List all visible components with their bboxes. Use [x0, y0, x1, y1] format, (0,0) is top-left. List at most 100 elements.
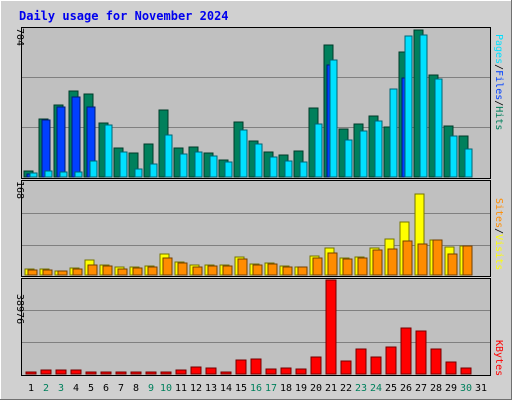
pages-bar — [434, 78, 443, 178]
sites-bar — [177, 262, 188, 276]
kbytes-bar — [220, 371, 232, 375]
pages-bar — [134, 168, 143, 178]
legend-files: Files — [493, 70, 504, 100]
pages-bar — [74, 171, 83, 178]
sites-bar — [57, 270, 68, 276]
x-tick-label: 9 — [148, 383, 154, 394]
legend-visits-sites: Sites/Visits — [493, 198, 504, 270]
x-tick-label: 27 — [415, 383, 427, 394]
hits-bar — [143, 143, 154, 178]
kbytes-bar — [310, 356, 322, 375]
sites-bar — [432, 239, 443, 276]
pages-bar — [329, 59, 338, 178]
kbytes-bar — [115, 371, 127, 375]
x-tick-label: 28 — [430, 383, 442, 394]
kbytes-bar — [235, 359, 247, 375]
x-tick-label: 23 — [355, 383, 367, 394]
legend-hits-files-pages: Pages/Files/Hits — [493, 34, 504, 130]
sites-bar — [207, 265, 218, 276]
x-tick-label: 18 — [280, 383, 292, 394]
pages-bar — [419, 34, 428, 178]
legend-sites: Sites — [493, 198, 504, 228]
x-tick-label: 17 — [265, 383, 277, 394]
kbytes-bar — [40, 369, 52, 375]
pages-bar — [374, 120, 383, 178]
pages-bar — [299, 161, 308, 178]
pages-bar — [239, 129, 248, 178]
x-tick-label: 4 — [73, 383, 79, 394]
kbytes-bar — [445, 361, 457, 375]
files-bar — [41, 119, 51, 178]
hits-bar — [128, 152, 139, 178]
legend-pages: Pages — [493, 34, 504, 64]
sites-bar — [417, 243, 428, 276]
x-tick-label: 1 — [28, 383, 34, 394]
kbytes-bar — [25, 371, 37, 375]
kbytes-bar — [160, 371, 172, 375]
pages-bar — [314, 123, 323, 178]
sites-bar — [327, 252, 338, 276]
sites-bar — [342, 258, 353, 276]
pages-bar — [344, 139, 353, 178]
legend-sep: / — [493, 228, 504, 234]
sites-bar — [462, 245, 473, 276]
pages-bar — [194, 151, 203, 178]
kbytes-bar — [340, 360, 352, 375]
x-tick-label: 21 — [325, 383, 337, 394]
x-tick-label: 29 — [445, 383, 457, 394]
kbytes-bar — [70, 369, 82, 375]
pages-bar — [404, 35, 413, 178]
x-tick-label: 25 — [385, 383, 397, 394]
sites-bar — [117, 268, 128, 276]
pages-bar — [29, 172, 38, 178]
sites-bar — [42, 269, 53, 276]
sites-bar — [237, 258, 248, 276]
kbytes-bar — [85, 371, 97, 375]
sites-bar — [357, 257, 368, 276]
chart-title: Daily usage for November 2024 — [19, 9, 229, 23]
pages-bar — [44, 170, 53, 178]
x-tick-label: 3 — [58, 383, 64, 394]
legend-sep: / — [493, 100, 504, 106]
bars-layer — [23, 29, 473, 375]
kbytes-bar — [55, 369, 67, 375]
x-tick-label: 11 — [175, 383, 187, 394]
sites-bar — [132, 267, 143, 276]
legend-visits: Visits — [493, 234, 504, 270]
x-tick-label: 10 — [160, 383, 172, 394]
x-tick-label: 7 — [118, 383, 124, 394]
kbytes-bar — [430, 348, 442, 375]
pages-bar — [89, 160, 98, 178]
kbytes-bar — [370, 356, 382, 375]
sites-bar — [252, 264, 263, 276]
pages-bar — [464, 148, 473, 178]
sites-bar — [162, 257, 173, 276]
pages-bar — [209, 155, 218, 178]
x-tick-label: 14 — [220, 383, 232, 394]
sites-bar — [222, 265, 233, 276]
x-tick-label: 16 — [250, 383, 262, 394]
ymax-label-kbytes-panel: 38976 — [14, 294, 25, 324]
kbytes-bar — [280, 367, 292, 375]
kbytes-bar — [190, 366, 202, 375]
pages-bar — [449, 135, 458, 178]
x-tick-label: 20 — [310, 383, 322, 394]
kbytes-bar — [415, 330, 427, 375]
x-tick-label: 22 — [340, 383, 352, 394]
x-axis-labels: 1 2 3 4 5 6 7 8 9 10 11 12 13 14 15 16 17 18 19 20 21 22 23 24 2… — [28, 383, 487, 394]
kbytes-bar — [265, 368, 277, 375]
legend-kbytes: KBytes — [493, 340, 504, 376]
sites-bar — [192, 266, 203, 276]
sites-bar — [402, 240, 413, 276]
pages-bar — [59, 171, 68, 178]
sites-bar — [267, 263, 278, 276]
sites-bar — [447, 253, 458, 276]
sites-bar — [102, 265, 113, 276]
pages-bar — [359, 130, 368, 178]
kbytes-bar — [175, 369, 187, 375]
x-tick-label: 26 — [400, 383, 412, 394]
pages-bar — [179, 153, 188, 178]
x-tick-label: 24 — [370, 383, 382, 394]
pages-bar — [149, 163, 158, 178]
